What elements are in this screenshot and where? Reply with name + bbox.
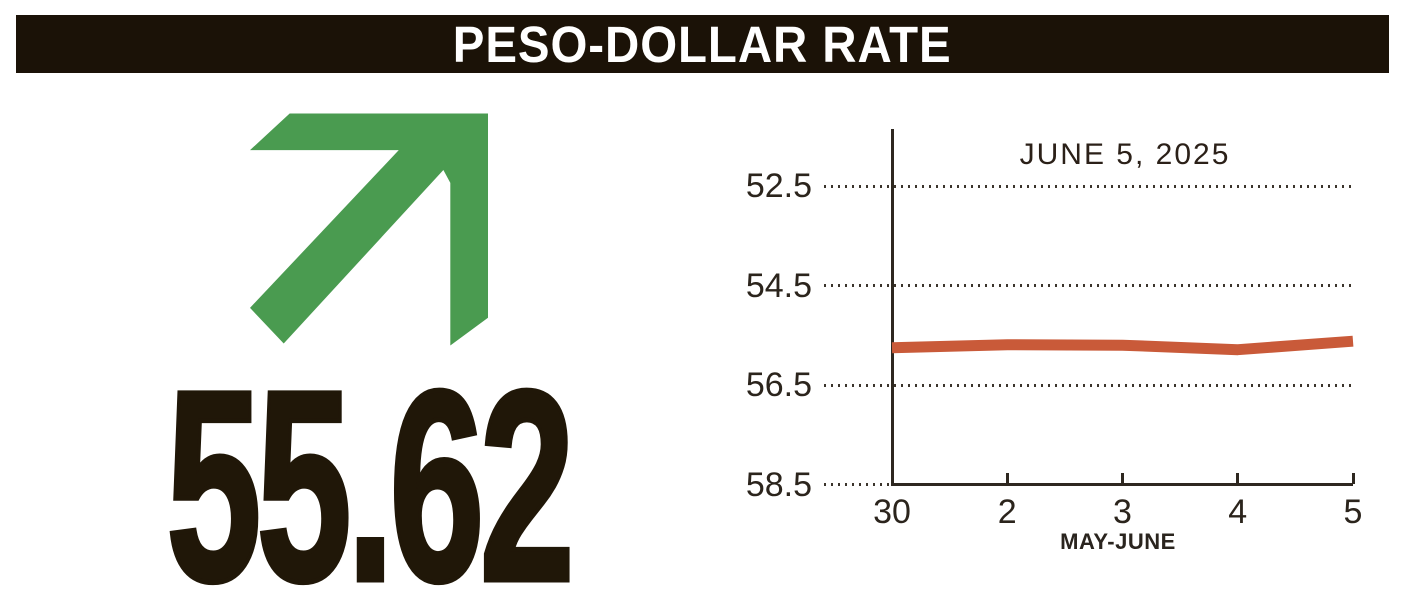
y-axis-tick-label: 54.5 [745,266,812,305]
x-axis-title: MAY-JUNE [1060,529,1176,554]
x-axis-tick-label: 3 [1113,493,1132,531]
rate-value: 55.62 [165,332,577,607]
x-axis-tick [1005,473,1009,484]
y-axis-tick-label: 52.5 [745,167,812,205]
up-trend-arrow-shape [250,113,488,346]
y-axis-line [891,129,894,486]
x-axis-tick-label: 5 [1343,493,1363,531]
x-axis-tick-label: 30 [873,493,911,531]
x-axis-tick-label: 2 [997,493,1017,531]
x-axis-tick-label: 4 [1228,493,1248,531]
gridline [824,284,1354,287]
header-bar: PESO-DOLLAR RATE [16,15,1389,73]
x-axis-tick [1236,473,1240,484]
gridline [824,184,1354,188]
y-axis-tick-label: 58.5 [745,465,812,504]
page-title: PESO-DOLLAR RATE [453,15,952,73]
x-axis-tick [1351,473,1355,484]
chart-title: JUNE 5, 2025 [1019,138,1231,171]
rate-line [891,335,1354,356]
x-axis-line [892,483,1353,486]
up-trend-arrow-icon [250,113,488,346]
y-axis-tick-label: 56.5 [745,366,812,404]
x-axis-tick [1121,473,1124,484]
gridline [824,383,1354,387]
